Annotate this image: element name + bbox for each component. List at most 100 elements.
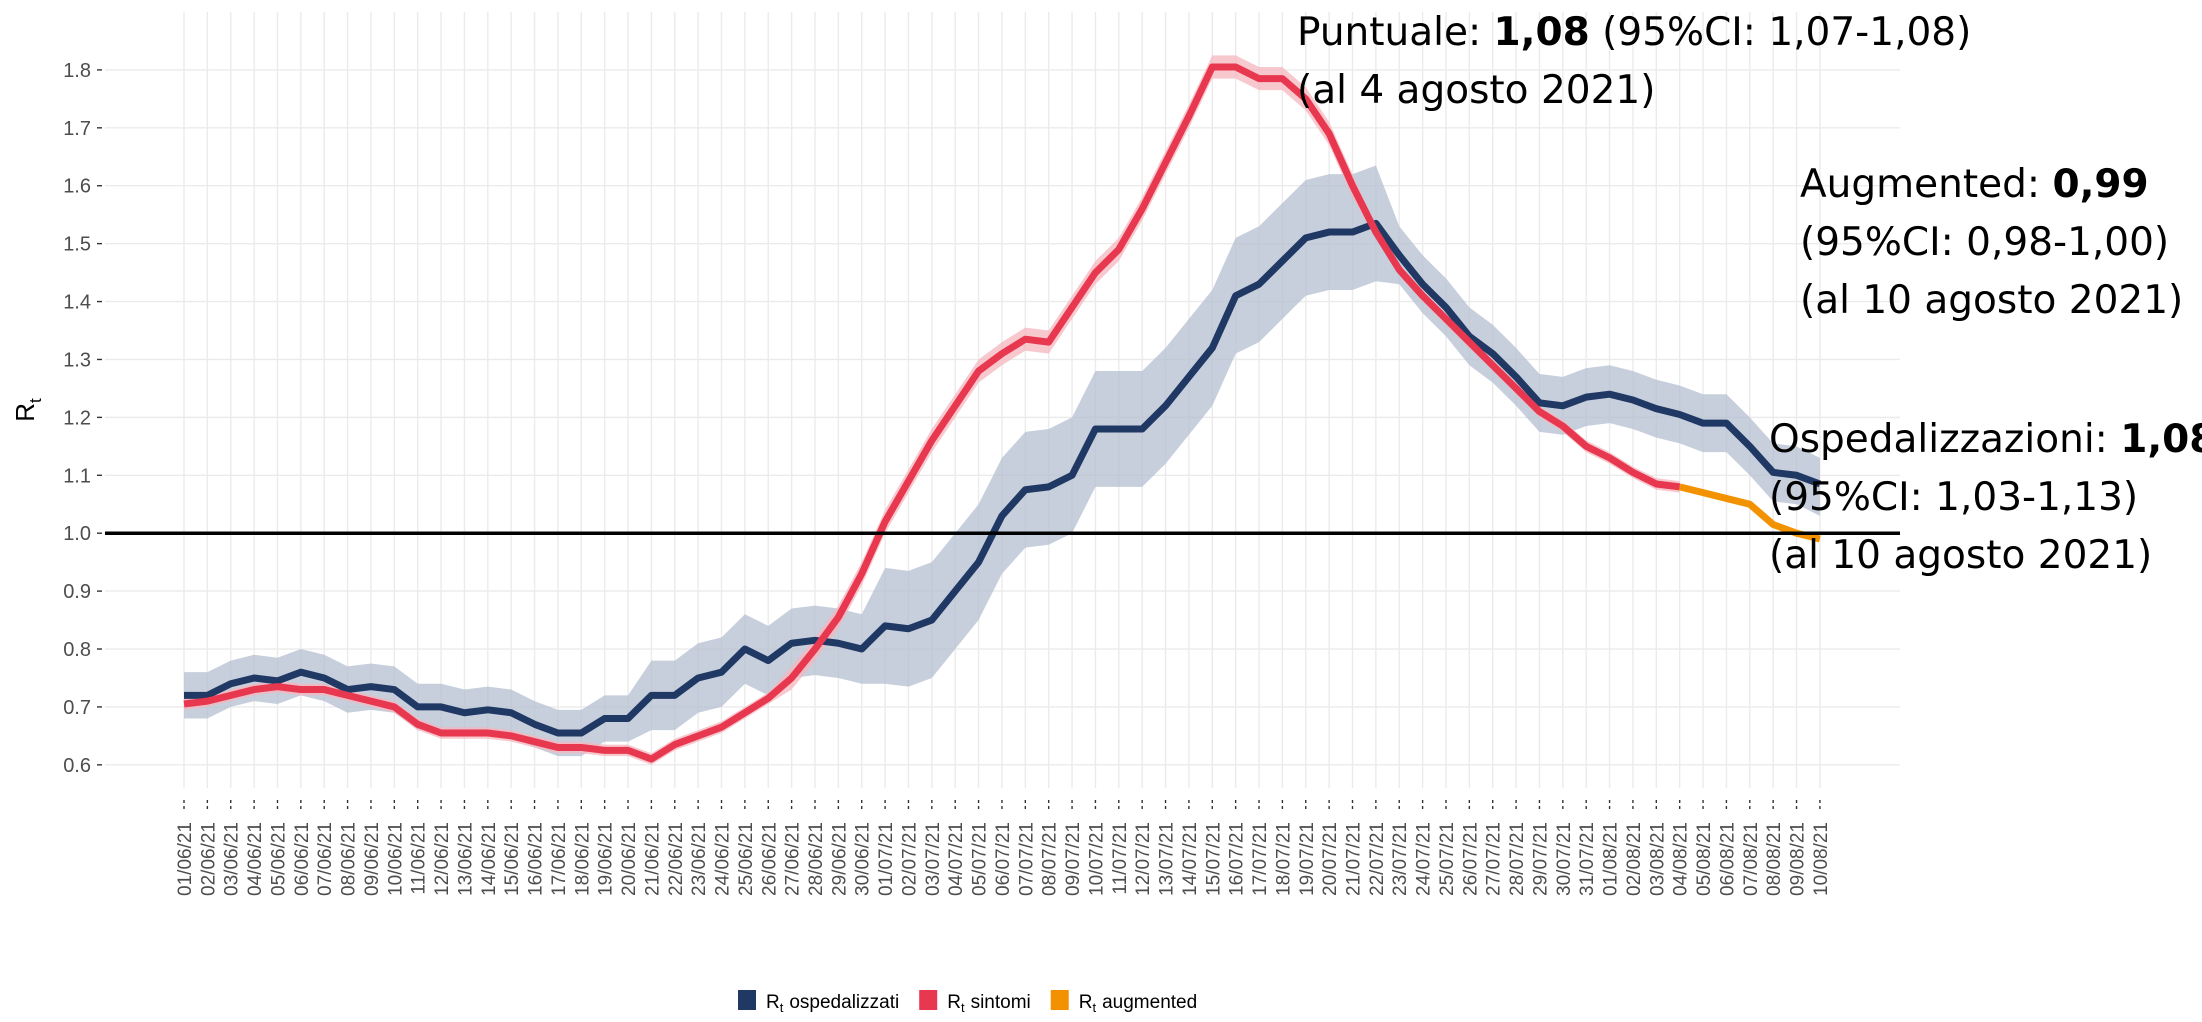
x-tick-label: 15/07/21 bbox=[1203, 822, 1224, 896]
y-tick-label: 0.7 bbox=[63, 697, 91, 719]
y-tick-label: 1.1 bbox=[63, 465, 91, 487]
legend-symbol: R bbox=[1079, 992, 1093, 1013]
x-tick-label: 05/06/21 bbox=[268, 822, 289, 896]
y-axis-title: Rt bbox=[10, 398, 45, 422]
legend-swatch bbox=[919, 990, 938, 1010]
x-tick-label: 05/08/21 bbox=[1694, 822, 1715, 896]
confidence-band bbox=[184, 165, 1820, 757]
y-tick-label: 0.8 bbox=[63, 639, 91, 661]
y-tick-label: 1.0 bbox=[63, 523, 91, 545]
legend-label: Rt sintomi bbox=[947, 992, 1031, 1015]
annotation: Augmented: 0,99 bbox=[1800, 162, 2149, 207]
annotation-part: 1,08 bbox=[2120, 417, 2202, 462]
x-tick-label: 12/06/21 bbox=[432, 822, 453, 896]
x-tick-label: 24/06/21 bbox=[713, 822, 734, 896]
annotation-part: 0,99 bbox=[2052, 162, 2148, 207]
x-tick-label: 01/07/21 bbox=[876, 822, 897, 896]
x-tick-label: 27/06/21 bbox=[783, 822, 804, 896]
x-tick-label: 04/07/21 bbox=[946, 822, 967, 896]
legend-symbol: R bbox=[947, 992, 961, 1013]
y-tick-label: 1.3 bbox=[63, 349, 91, 371]
x-tick-label: 31/07/21 bbox=[1577, 822, 1598, 896]
x-tick-label: 10/06/21 bbox=[385, 822, 406, 896]
x-tick-label: 02/07/21 bbox=[899, 822, 920, 896]
annotation: Ospedalizzazioni: 1,08 bbox=[1769, 417, 2202, 462]
y-tick-label: 1.6 bbox=[63, 176, 91, 198]
x-tick-label: 03/06/21 bbox=[222, 822, 243, 896]
x-tick-label: 13/06/21 bbox=[455, 822, 476, 896]
legend-subscript: t bbox=[961, 1000, 965, 1015]
annotation: (al 10 agosto 2021) bbox=[1800, 278, 2183, 323]
y-tick-label: 0.9 bbox=[63, 581, 91, 603]
x-tick-label: 13/07/21 bbox=[1157, 822, 1178, 896]
x-tick-label: 08/07/21 bbox=[1040, 822, 1061, 896]
x-tick-label: 01/06/21 bbox=[175, 822, 196, 896]
annotation-part: Puntuale: bbox=[1297, 10, 1494, 55]
y-subscript: t bbox=[26, 398, 45, 403]
legend-name: sintomi bbox=[971, 992, 1031, 1013]
x-tick-label: 08/06/21 bbox=[339, 822, 360, 896]
x-tick-label: 14/07/21 bbox=[1180, 822, 1201, 896]
x-tick-label: 17/07/21 bbox=[1250, 822, 1271, 896]
x-tick-label: 23/06/21 bbox=[689, 822, 710, 896]
x-tick-label: 10/07/21 bbox=[1086, 822, 1107, 896]
x-tick-label: 08/08/21 bbox=[1764, 822, 1785, 896]
y-tick-label: 1.7 bbox=[63, 118, 91, 140]
legend-subscript: t bbox=[1092, 1000, 1096, 1015]
legend-swatch bbox=[1050, 990, 1069, 1010]
x-tick-label: 09/08/21 bbox=[1788, 822, 1809, 896]
x-tick-label: 14/06/21 bbox=[479, 822, 500, 896]
legend-subscript: t bbox=[780, 1000, 784, 1015]
x-tick-label: 25/07/21 bbox=[1437, 822, 1458, 896]
x-tick-label: 24/07/21 bbox=[1414, 822, 1435, 896]
x-tick-label: 11/07/21 bbox=[1110, 822, 1131, 895]
x-tick-label: 30/07/21 bbox=[1554, 822, 1575, 896]
x-tick-label: 22/06/21 bbox=[666, 822, 687, 896]
x-tick-label: 30/06/21 bbox=[853, 822, 874, 896]
y-tick-label: 1.4 bbox=[63, 292, 91, 314]
annotation-part: (al 4 agosto 2021) bbox=[1297, 68, 1655, 113]
x-tick-label: 06/07/21 bbox=[993, 822, 1014, 896]
annotation-part: (al 10 agosto 2021) bbox=[1769, 533, 2152, 578]
annotation: (al 10 agosto 2021) bbox=[1769, 533, 2152, 578]
legend: Rt ospedalizzati Rt sintomi Rt augmented bbox=[738, 990, 1197, 1015]
legend-swatch bbox=[738, 990, 756, 1010]
x-tick-label: 20/07/21 bbox=[1320, 822, 1341, 896]
x-tick-label: 09/07/21 bbox=[1063, 822, 1084, 896]
x-tick-label: 03/07/21 bbox=[923, 822, 944, 896]
x-tick-label: 23/07/21 bbox=[1390, 822, 1411, 896]
x-tick-label: 21/06/21 bbox=[642, 822, 663, 896]
annotation-part: (95%CI: 1,03-1,13) bbox=[1769, 475, 2138, 520]
annotation: (95%CI: 0,98-1,00) bbox=[1800, 220, 2169, 265]
x-tick-label: 26/07/21 bbox=[1460, 822, 1481, 896]
y-symbol: R bbox=[10, 403, 40, 422]
legend-label: Rt augmented bbox=[1079, 992, 1197, 1015]
y-axis-title-text: Rt bbox=[10, 398, 45, 422]
annotation-part: Ospedalizzazioni: bbox=[1769, 417, 2120, 462]
x-tick-label: 11/06/21 bbox=[409, 822, 430, 895]
legend-name: augmented bbox=[1102, 992, 1197, 1013]
annotation: Puntuale: 1,08 (95%CI: 1,07-1,08) bbox=[1297, 10, 1971, 55]
x-tick-label: 04/06/21 bbox=[245, 822, 266, 896]
annotation: (al 4 agosto 2021) bbox=[1297, 68, 1655, 113]
x-tick-label: 18/07/21 bbox=[1273, 822, 1294, 896]
x-tick-label: 18/06/21 bbox=[572, 822, 593, 896]
annotation-part: (95%CI: 1,07-1,08) bbox=[1590, 10, 1972, 55]
x-tick-label: 29/07/21 bbox=[1530, 822, 1551, 896]
x-tick-label: 26/06/21 bbox=[759, 822, 780, 896]
x-tick-label: 16/07/21 bbox=[1227, 822, 1248, 896]
annotation-part: (al 10 agosto 2021) bbox=[1800, 278, 2183, 323]
x-tick-label: 02/08/21 bbox=[1624, 822, 1645, 896]
x-tick-label: 07/08/21 bbox=[1741, 822, 1762, 896]
x-tick-label: 01/08/21 bbox=[1601, 822, 1622, 896]
y-tick-label: 0.6 bbox=[63, 755, 91, 777]
x-tick-label: 07/06/21 bbox=[315, 822, 336, 896]
annotation-part: 1,08 bbox=[1494, 10, 1590, 55]
annotation: (95%CI: 1,03-1,13) bbox=[1769, 475, 2138, 520]
x-tick-label: 05/07/21 bbox=[970, 822, 991, 896]
x-tick-label: 17/06/21 bbox=[549, 822, 570, 896]
x-tick-label: 09/06/21 bbox=[362, 822, 383, 896]
x-tick-label: 29/06/21 bbox=[829, 822, 850, 896]
x-tick-label: 22/07/21 bbox=[1367, 822, 1388, 896]
x-tick-label: 06/08/21 bbox=[1717, 822, 1738, 896]
